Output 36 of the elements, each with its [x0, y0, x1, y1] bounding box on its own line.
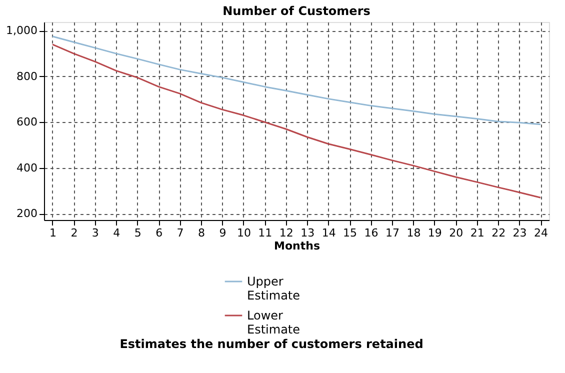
y-tick-label: 400 [16, 161, 38, 174]
line-series [52, 44, 542, 198]
x-tick-label: 17 [385, 226, 400, 240]
x-tick-label: 6 [156, 226, 163, 240]
legend-label: Upper Estimate [247, 274, 300, 302]
legend-label: Lower Estimate [247, 308, 300, 336]
x-tick-label: 1 [49, 226, 56, 240]
x-tick-label: 12 [279, 226, 294, 240]
text: Estimates the number of customers retained [120, 337, 424, 351]
x-tick-label: 14 [322, 226, 336, 240]
y-tick-label: 600 [16, 116, 38, 129]
x-tick-label: 11 [258, 226, 272, 240]
chart-title: Number of Customers [222, 4, 370, 18]
x-tick-label: 13 [300, 226, 315, 240]
x-tick-label: 5 [134, 226, 142, 240]
x-tick-label: 23 [512, 226, 527, 240]
x-tick-label: 16 [364, 226, 378, 240]
x-tick-label: 20 [449, 226, 464, 240]
x-tick-label: 24 [534, 226, 548, 240]
x-tick-label: 15 [343, 226, 358, 240]
x-tick-label: 22 [492, 226, 506, 240]
x-tick-label: 21 [470, 226, 484, 240]
x-axis-title: Months [274, 240, 320, 252]
x-tick-label: 18 [406, 226, 421, 240]
x-tick-label: 19 [428, 226, 442, 240]
x-tick-label: 3 [92, 226, 99, 240]
y-tick-label: 200 [16, 207, 38, 220]
x-tick-label: 9 [219, 226, 226, 240]
x-tick-label: 8 [198, 226, 206, 240]
line-series [52, 36, 542, 126]
x-tick-label: 4 [113, 226, 120, 240]
x-tick-label: 10 [236, 226, 251, 240]
y-tick-label: 800 [16, 70, 38, 83]
y-tick-label: 1,000 [6, 24, 38, 38]
x-tick-label: 2 [70, 226, 78, 240]
x-tick-label: 7 [176, 226, 184, 240]
